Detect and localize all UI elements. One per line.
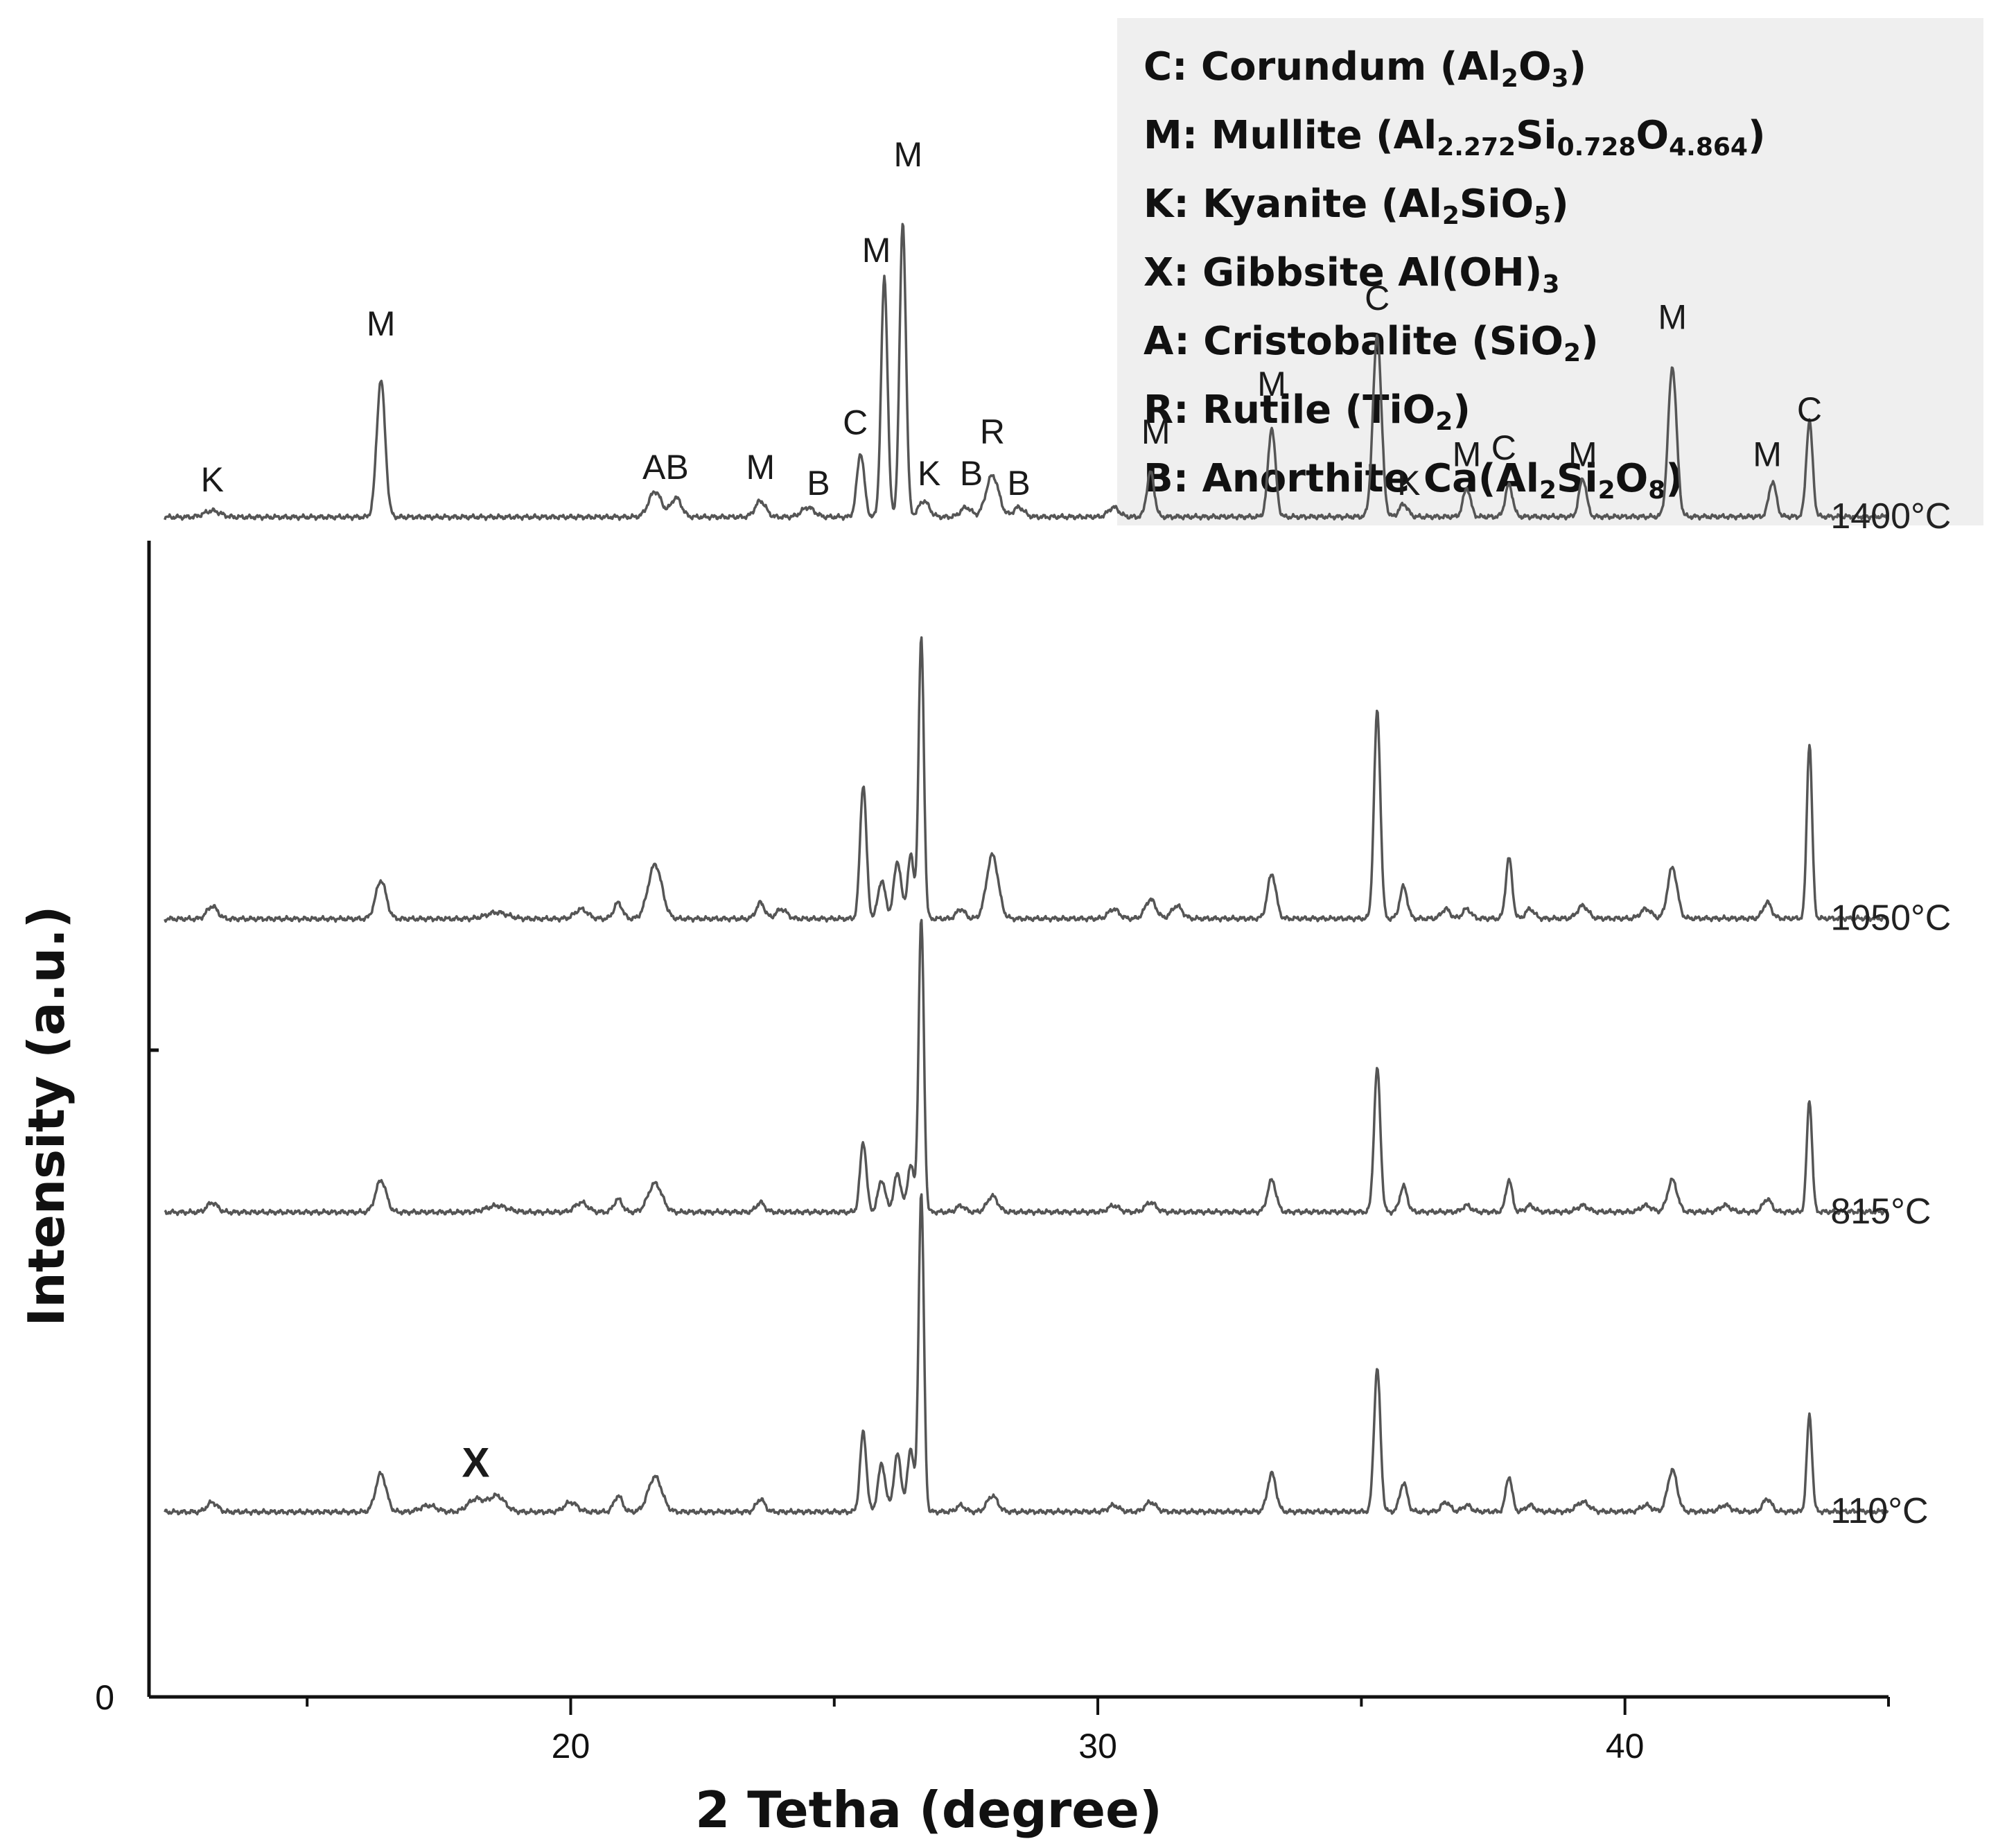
trace-0 <box>164 223 1889 521</box>
legend-code: M <box>1144 113 1182 158</box>
legend-name: Anorthite <box>1202 456 1410 501</box>
peak-label: K <box>918 454 940 493</box>
peak-label: M <box>367 304 396 343</box>
legend-name: Rutile <box>1202 387 1332 433</box>
xrd-traces <box>164 223 1889 1516</box>
temperature-label: 1400°C <box>1830 496 1951 537</box>
temperature-labels: 1400°C 1050°C 815°C 110°C <box>1830 496 1951 1531</box>
legend-formula: (TiO2) <box>1344 387 1471 436</box>
peak-label: M <box>862 231 891 270</box>
trace-3 <box>164 1193 1889 1516</box>
legend-item-cristobalite: A: Cristobalite (SiO2) <box>1144 319 1599 367</box>
peak-label: C <box>1491 428 1516 467</box>
x-tick-label: 40 <box>1606 1727 1645 1766</box>
legend-formula: (Al2.272Si0.728O4.864) <box>1376 113 1766 162</box>
peak-label: C <box>1365 279 1390 317</box>
legend-list: C: Corundum (Al2O3) M: Mullite (Al2.272Si… <box>1144 37 1983 518</box>
peak-label: C <box>1797 390 1822 429</box>
temperature-label: 1050°C <box>1830 898 1951 939</box>
legend-formula: (SiO2) <box>1471 319 1599 367</box>
legend-formula: Al(OH)3 <box>1398 250 1560 299</box>
legend-name: Cristobalite <box>1203 319 1458 364</box>
legend-name: Kyanite <box>1202 182 1368 227</box>
x-tick-label: 20 <box>552 1727 590 1766</box>
legend-name: Mullite <box>1211 113 1362 158</box>
peak-label: R <box>980 412 1005 451</box>
legend-name: Corundum <box>1201 44 1427 89</box>
temperature-label: 815°C <box>1830 1192 1931 1232</box>
legend-code: X <box>1144 250 1174 295</box>
peak-label: M <box>1141 412 1171 451</box>
peak-label: AB <box>642 448 689 487</box>
temperature-label: 110°C <box>1830 1491 1928 1531</box>
x-tick-label: 30 <box>1078 1727 1117 1766</box>
peak-label: M <box>1257 365 1286 403</box>
legend-item-rutile: R: Rutile (TiO2) <box>1144 387 1471 436</box>
peak-label: B <box>1007 464 1030 503</box>
legend-item-kyanite: K: Kyanite (Al2SiO5) <box>1144 182 1569 230</box>
peak-label: C <box>843 403 868 442</box>
peak-label: M <box>1658 298 1687 337</box>
phase-legend: C: Corundum (Al2O3) M: Mullite (Al2.272Si… <box>1117 18 1983 525</box>
peak-label: K <box>1397 464 1420 503</box>
peak-label: M <box>1753 435 1782 473</box>
peak-label: X <box>462 1440 490 1486</box>
peak-label: M <box>1568 435 1597 473</box>
legend-formula: Ca(Al2Si2O8) <box>1423 456 1683 505</box>
legend-formula: (Al2SiO5) <box>1381 182 1569 230</box>
chart-axes: 20 30 40 0 <box>95 541 1890 1766</box>
y-tick-label: 0 <box>95 1678 114 1717</box>
legend-item-mullite: M: Mullite (Al2.272Si0.728O4.864) <box>1144 113 1766 162</box>
trace-1 <box>164 636 1889 923</box>
legend-code: R <box>1144 387 1174 433</box>
legend-item-anorthite: B: Anorthite Ca(Al2Si2O8) <box>1144 456 1683 505</box>
peak-label: M <box>746 448 775 487</box>
peak-label: M <box>1453 435 1482 473</box>
legend-item-gibbsite: X: Gibbsite Al(OH)3 <box>1144 250 1560 299</box>
peak-label: K <box>201 460 224 499</box>
peak-label: B <box>960 454 983 493</box>
legend-item-corundum: C: Corundum (Al2O3) <box>1144 44 1587 93</box>
peak-label: B <box>807 464 830 503</box>
legend-code: C <box>1144 44 1173 89</box>
legend-formula: (Al2O3) <box>1439 44 1587 93</box>
x-axis-title: 2 Tetha (degree) <box>695 1781 1162 1839</box>
peak-label: M <box>893 135 922 174</box>
legend-name: Gibbsite <box>1202 250 1385 295</box>
legend-code: A <box>1144 319 1175 364</box>
trace-2 <box>164 918 1889 1217</box>
legend-code: K <box>1144 182 1174 227</box>
y-axis-title: Intensity (a.u.) <box>17 906 76 1327</box>
